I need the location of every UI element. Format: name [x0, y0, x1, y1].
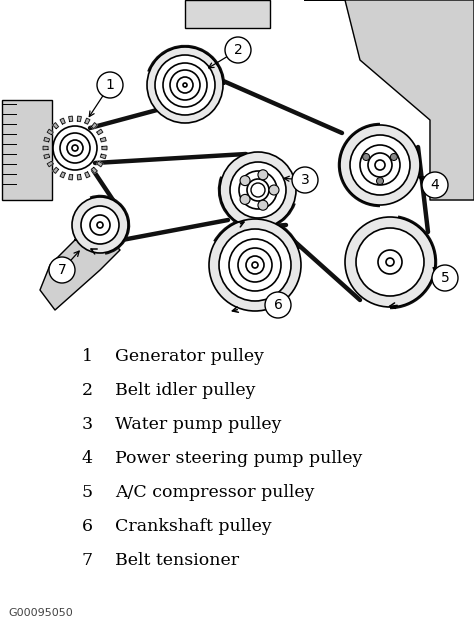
Text: 7: 7 — [82, 552, 93, 569]
Text: G00095050: G00095050 — [8, 608, 73, 618]
Polygon shape — [47, 129, 53, 135]
Text: 4: 4 — [82, 450, 93, 467]
Circle shape — [265, 292, 291, 318]
Text: Water pump pulley: Water pump pulley — [115, 416, 282, 433]
Circle shape — [230, 162, 286, 218]
Circle shape — [155, 55, 215, 115]
Polygon shape — [97, 129, 103, 135]
Polygon shape — [53, 167, 58, 173]
Circle shape — [422, 172, 448, 198]
Polygon shape — [77, 116, 82, 122]
Text: 5: 5 — [441, 271, 449, 285]
Polygon shape — [44, 154, 50, 159]
Circle shape — [253, 185, 263, 195]
Polygon shape — [85, 172, 90, 178]
Circle shape — [375, 160, 385, 170]
Circle shape — [183, 83, 187, 87]
Circle shape — [345, 217, 435, 307]
Circle shape — [269, 185, 279, 195]
Circle shape — [378, 250, 402, 274]
Circle shape — [252, 262, 258, 268]
Text: 3: 3 — [82, 416, 93, 433]
Polygon shape — [40, 238, 120, 310]
Polygon shape — [60, 118, 65, 124]
Circle shape — [239, 171, 277, 209]
Text: 1: 1 — [82, 348, 93, 365]
Circle shape — [240, 194, 250, 204]
Text: 6: 6 — [273, 298, 283, 312]
Text: 1: 1 — [106, 78, 114, 92]
Polygon shape — [85, 118, 90, 124]
Circle shape — [258, 170, 268, 180]
Circle shape — [340, 125, 420, 205]
Circle shape — [360, 145, 400, 185]
Polygon shape — [97, 161, 103, 167]
Text: 7: 7 — [58, 263, 66, 277]
Circle shape — [251, 183, 265, 197]
Circle shape — [356, 228, 424, 296]
Text: Crankshaft pulley: Crankshaft pulley — [115, 518, 272, 535]
Text: Belt idler pulley: Belt idler pulley — [115, 382, 255, 399]
Circle shape — [97, 222, 103, 228]
Circle shape — [177, 77, 193, 93]
Circle shape — [90, 215, 110, 235]
Text: Power steering pump pulley: Power steering pump pulley — [115, 450, 363, 467]
Polygon shape — [60, 172, 65, 178]
Circle shape — [258, 200, 268, 210]
Circle shape — [49, 257, 75, 283]
Text: A/C compressor pulley: A/C compressor pulley — [115, 484, 315, 501]
Circle shape — [72, 145, 78, 151]
Polygon shape — [47, 161, 53, 167]
Circle shape — [240, 176, 250, 186]
Circle shape — [229, 239, 281, 291]
Circle shape — [220, 152, 296, 228]
Circle shape — [225, 37, 251, 63]
Bar — [2, 100, 52, 200]
Text: 5: 5 — [82, 484, 93, 501]
Bar — [185, 0, 270, 28]
Circle shape — [350, 135, 410, 195]
Circle shape — [219, 229, 291, 301]
Text: 4: 4 — [430, 178, 439, 192]
Circle shape — [72, 197, 128, 253]
Polygon shape — [100, 154, 106, 159]
Circle shape — [363, 154, 370, 161]
Circle shape — [60, 133, 90, 163]
Circle shape — [391, 154, 397, 161]
Circle shape — [246, 256, 264, 274]
Circle shape — [209, 219, 301, 311]
Circle shape — [376, 177, 383, 184]
Circle shape — [386, 258, 394, 266]
Polygon shape — [69, 174, 73, 180]
Polygon shape — [91, 167, 97, 173]
Polygon shape — [91, 123, 97, 129]
Text: 6: 6 — [82, 518, 93, 535]
Polygon shape — [305, 0, 474, 200]
Text: 3: 3 — [301, 173, 310, 187]
Circle shape — [81, 206, 119, 244]
Circle shape — [247, 179, 269, 201]
Polygon shape — [102, 146, 107, 150]
Circle shape — [53, 126, 97, 170]
Text: Generator pulley: Generator pulley — [115, 348, 264, 365]
Circle shape — [368, 153, 392, 177]
Polygon shape — [77, 174, 82, 180]
Text: 2: 2 — [234, 43, 242, 57]
Circle shape — [67, 140, 83, 156]
Polygon shape — [69, 116, 73, 122]
Circle shape — [238, 248, 272, 282]
Circle shape — [292, 167, 318, 193]
Polygon shape — [43, 146, 48, 150]
Circle shape — [147, 47, 223, 123]
Polygon shape — [53, 123, 58, 129]
Text: 2: 2 — [82, 382, 93, 399]
Circle shape — [163, 63, 207, 107]
Polygon shape — [44, 137, 50, 142]
Circle shape — [432, 265, 458, 291]
Text: Belt tensioner: Belt tensioner — [115, 552, 239, 569]
Circle shape — [170, 70, 200, 100]
Polygon shape — [100, 137, 106, 142]
Circle shape — [97, 72, 123, 98]
